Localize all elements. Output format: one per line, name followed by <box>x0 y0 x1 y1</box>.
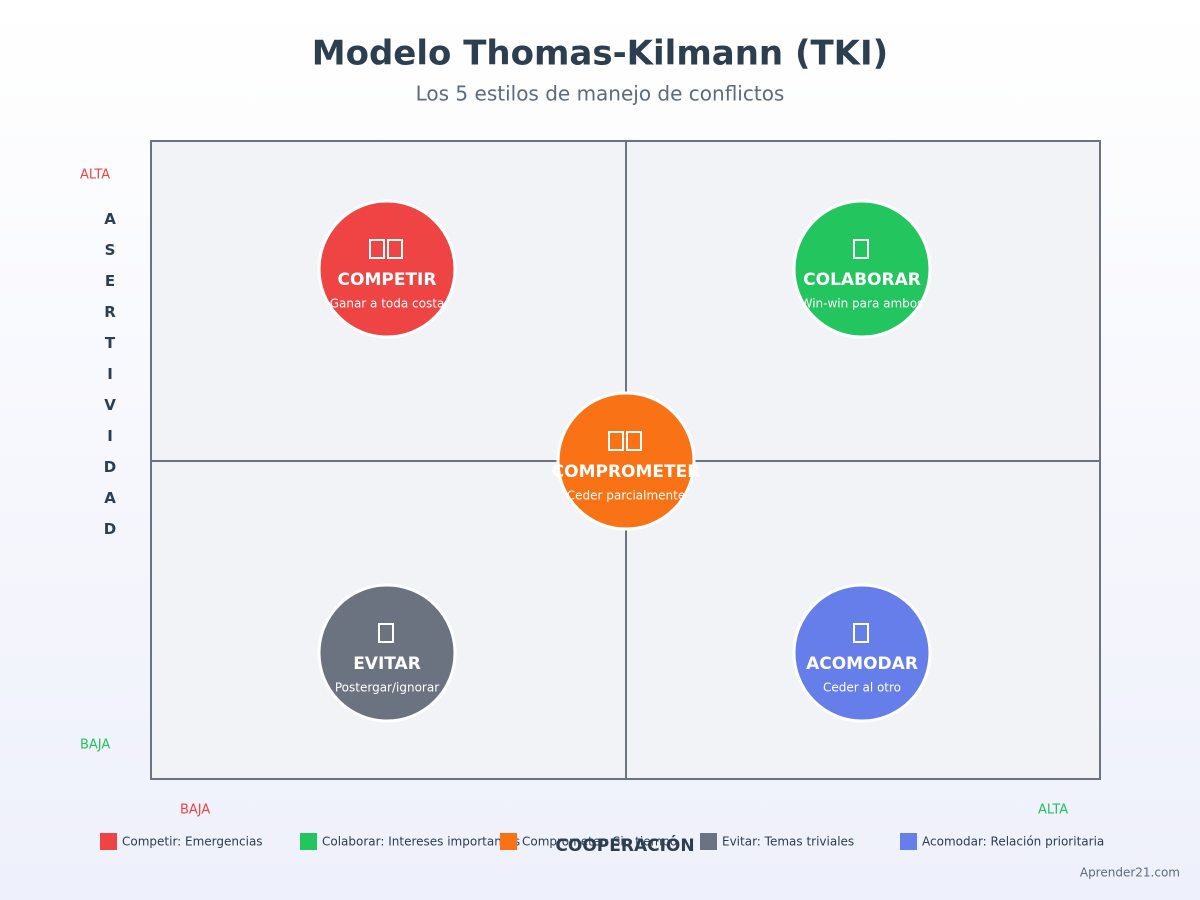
x-high: ALTA <box>1038 803 1068 818</box>
style-name: COMPROMETER <box>552 462 701 482</box>
style-description: Win-win para ambos <box>801 297 924 311</box>
style-description: Ceder al otro <box>823 681 901 695</box>
title: Modelo Thomas-Kilmann (TKI) <box>312 34 888 74</box>
legend-swatch <box>500 833 517 850</box>
icon <box>369 239 385 259</box>
y-high: ALTA <box>80 168 110 183</box>
icon <box>853 239 869 259</box>
style-name: COLABORAR <box>803 270 921 290</box>
icon <box>378 623 394 643</box>
icon <box>626 431 642 451</box>
x-label: COOPERACIÓN <box>555 834 694 856</box>
style-circle <box>556 391 696 531</box>
icon <box>853 623 869 643</box>
style-description: Ganar a toda costa <box>330 297 445 311</box>
y-label: ASERTIVIDAD <box>101 210 119 551</box>
legend-swatch <box>300 833 317 850</box>
footer: Aprender21.com <box>1080 866 1180 880</box>
legend-label: Evitar: Temas triviales <box>722 835 854 849</box>
legend-label: Acomodar: Relación prioritaria <box>922 835 1104 849</box>
style-circle <box>792 199 932 339</box>
style-name: ACOMODAR <box>806 654 918 674</box>
legend-swatch <box>100 833 117 850</box>
style-circle <box>792 583 932 723</box>
style-description: Postergar/ignorar <box>335 681 439 695</box>
style-circle <box>317 199 457 339</box>
x-low: BAJA <box>180 803 210 818</box>
subtitle: Los 5 estilos de manejo de conflictos <box>416 82 785 106</box>
icon <box>608 431 624 451</box>
legend-label: Comprometer: Sin tiempo <box>522 835 677 849</box>
icon <box>387 239 403 259</box>
style-description: Ceder parcialmente <box>567 489 686 503</box>
style-circle <box>317 583 457 723</box>
legend-swatch <box>900 833 917 850</box>
style-name: COMPETIR <box>338 270 437 290</box>
style-name: EVITAR <box>353 654 421 674</box>
legend-label: Colaborar: Intereses importantes <box>322 835 520 849</box>
legend-label: Competir: Emergencias <box>122 835 263 849</box>
y-low: BAJA <box>80 738 110 753</box>
legend-swatch <box>700 833 717 850</box>
